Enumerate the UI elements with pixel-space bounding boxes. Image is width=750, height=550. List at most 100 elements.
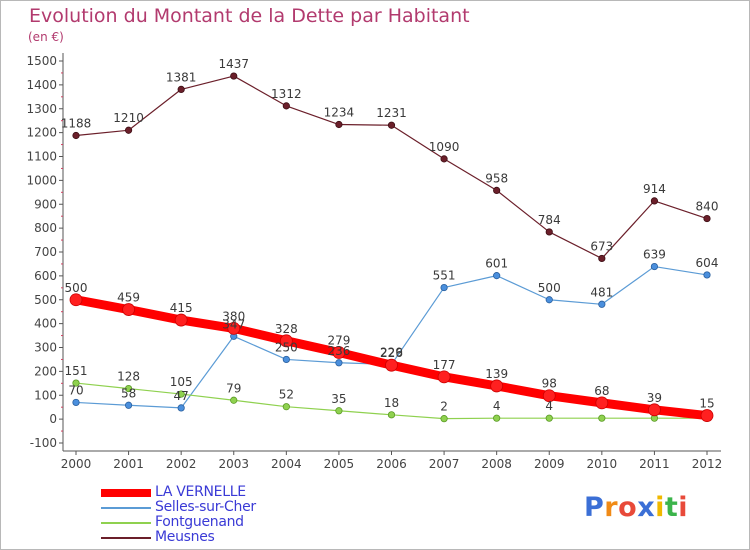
data-label-fontguenand: 2 [440,400,448,414]
data-point-meusnes [545,228,553,236]
y-tick-label: -100 [30,436,57,450]
data-label-meusnes: 1210 [113,111,144,125]
data-label-selles-sur-cher: 229 [380,345,403,359]
data-point-la-vernelle [69,293,83,307]
y-tick-label: 1100 [26,150,57,164]
chart-title: Evolution du Montant de la Dette par Hab… [29,5,470,27]
data-point-selles-sur-cher [650,262,659,271]
data-point-meusnes [493,186,501,195]
chart-subtitle: (en €) [28,30,64,44]
data-label-selles-sur-cher: 250 [275,340,298,354]
data-label-meusnes: 1234 [324,106,355,120]
data-point-selles-sur-cher [282,355,290,364]
data-point-fontguenand [72,379,80,387]
data-point-selles-sur-cher [598,300,606,308]
data-point-selles-sur-cher [545,296,553,304]
data-point-fontguenand [282,403,290,411]
data-point-la-vernelle [174,313,188,327]
data-label-selles-sur-cher: 604 [696,256,719,270]
data-point-la-vernelle [648,403,661,417]
legend-swatch-selles-sur-cher [101,507,151,509]
x-tick-label: 2001 [113,457,144,471]
y-tick-label: 0 [49,412,57,426]
data-point-fontguenand [493,414,501,422]
data-label-la-vernelle: 98 [542,377,557,391]
data-label-meusnes: 840 [696,200,719,214]
data-label-fontguenand: 4 [545,399,553,413]
data-point-selles-sur-cher [703,271,711,279]
data-label-meusnes: 1437 [218,57,249,71]
data-label-selles-sur-cher: 47 [174,389,189,403]
data-point-meusnes [387,121,396,129]
y-tick-label: 1500 [26,54,57,68]
logo-letter: i [678,492,689,523]
data-label-meusnes: 914 [643,182,666,196]
y-tick-label: 1400 [26,78,57,92]
data-label-la-vernelle: 177 [433,358,456,372]
data-point-la-vernelle [700,409,714,422]
data-label-selles-sur-cher: 500 [538,281,561,295]
data-label-meusnes: 784 [538,213,561,227]
data-label-selles-sur-cher: 70 [68,383,83,397]
data-point-fontguenand [177,390,185,398]
y-tick-label: 900 [34,197,57,211]
data-point-la-vernelle [332,346,346,359]
data-label-selles-sur-cher: 58 [121,386,136,400]
x-tick-label: 2003 [218,457,249,471]
x-tick-label: 2004 [271,457,302,471]
logo-letter: P [584,492,605,523]
data-point-la-vernelle [490,379,504,393]
data-label-fontguenand: 151 [65,364,88,378]
data-label-meusnes: 1090 [429,140,460,154]
data-label-meusnes: 673 [590,239,613,253]
legend-label-la-vernelle: LA VERNELLE [155,484,246,500]
series-lines [69,72,714,423]
data-point-la-vernelle [542,389,556,403]
data-label-la-vernelle: 15 [699,397,714,411]
y-tick-label: 100 [34,388,57,402]
logo-letter: i [655,492,665,523]
data-point-meusnes [282,102,290,110]
data-point-fontguenand [124,384,133,393]
data-label-la-vernelle: 139 [485,367,508,381]
data-point-fontguenand [230,396,238,404]
data-label-meusnes: 1188 [61,116,92,130]
y-tick-label: 400 [34,317,57,331]
data-point-meusnes [598,254,606,263]
y-tick-label: 700 [34,245,57,259]
data-label-fontguenand: 105 [170,375,193,389]
data-point-meusnes [703,214,711,223]
data-label-la-vernelle: 226 [380,346,403,360]
y-tick-label: 200 [34,364,57,378]
data-point-meusnes [230,72,238,80]
legend-label-meusnes: Meusnes [155,529,215,545]
data-point-meusnes [177,85,185,94]
data-label-selles-sur-cher: 236 [327,344,350,358]
y-tick-label: 800 [34,221,57,235]
data-point-meusnes [440,155,448,163]
logo-letter: r [604,492,619,523]
data-point-meusnes [650,197,659,205]
x-tick-label: 2008 [481,457,512,471]
data-label-la-vernelle: 279 [327,334,350,348]
data-label-fontguenand: 79 [226,381,241,395]
data-label-selles-sur-cher: 481 [590,285,613,299]
series-line-meusnes [75,75,708,260]
data-point-la-vernelle [279,334,293,348]
data-label-la-vernelle: 415 [170,301,193,315]
x-tick-label: 2002 [166,457,197,471]
data-point-meusnes [335,120,343,129]
data-point-selles-sur-cher [177,404,185,412]
data-labels: 1188 1210 1381 1437 1312 1234 1231 1090 958 784 67… [61,57,719,414]
data-point-la-vernelle [227,321,241,335]
data-point-selles-sur-cher [72,398,80,407]
y-tick-label: 1300 [26,102,57,116]
legend-swatch-meusnes [101,537,151,539]
data-label-meusnes: 958 [485,171,508,185]
data-label-selles-sur-cher: 551 [433,269,456,283]
data-point-fontguenand [335,407,343,415]
data-point-la-vernelle [385,358,398,372]
data-label-fontguenand: 18 [384,396,399,410]
data-label-la-vernelle: 39 [647,391,662,405]
